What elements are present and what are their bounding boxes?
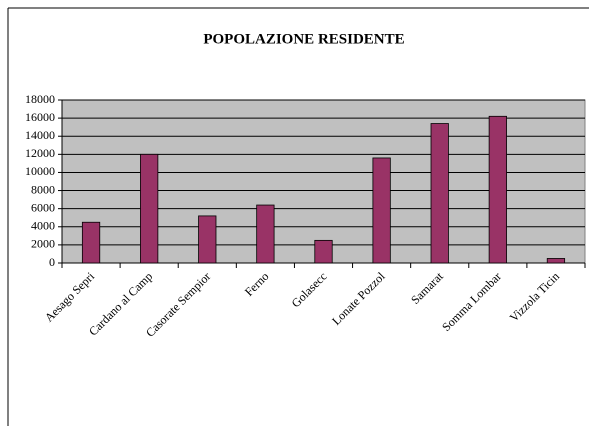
x-tick-label: Vizzola Ticin — [507, 269, 562, 324]
bar — [372, 157, 391, 264]
y-tick-label: 18000 — [25, 92, 55, 106]
bar — [488, 115, 507, 264]
x-tick-label: Aesago Sepri — [42, 269, 98, 325]
bar — [81, 221, 101, 264]
y-tick-label: 4000 — [31, 219, 55, 233]
bar — [198, 215, 217, 264]
y-tick-label: 8000 — [31, 182, 55, 196]
chart-title: POPOLAZIONE RESIDENTE — [203, 31, 404, 47]
y-tick-label: 14000 — [25, 128, 55, 142]
y-tick-label: 16000 — [25, 110, 55, 124]
bar — [256, 204, 275, 264]
bar — [314, 239, 333, 264]
x-tick-label: Samarat — [408, 269, 446, 307]
bar — [430, 123, 449, 264]
bar — [140, 153, 159, 264]
y-tick-label: 0 — [49, 255, 55, 269]
y-tick-label: 6000 — [31, 200, 55, 214]
y-tick-label: 12000 — [25, 146, 55, 160]
x-tick-label: Lonate Pozzol — [329, 269, 388, 328]
y-tick-label: 2000 — [31, 237, 55, 251]
x-tick-label: Ferno — [242, 269, 272, 299]
x-tick-label: Somma Lombar — [439, 269, 504, 334]
x-tick-label: Golasecc — [289, 269, 330, 310]
bar — [546, 258, 566, 264]
y-tick-label: 10000 — [25, 164, 55, 178]
